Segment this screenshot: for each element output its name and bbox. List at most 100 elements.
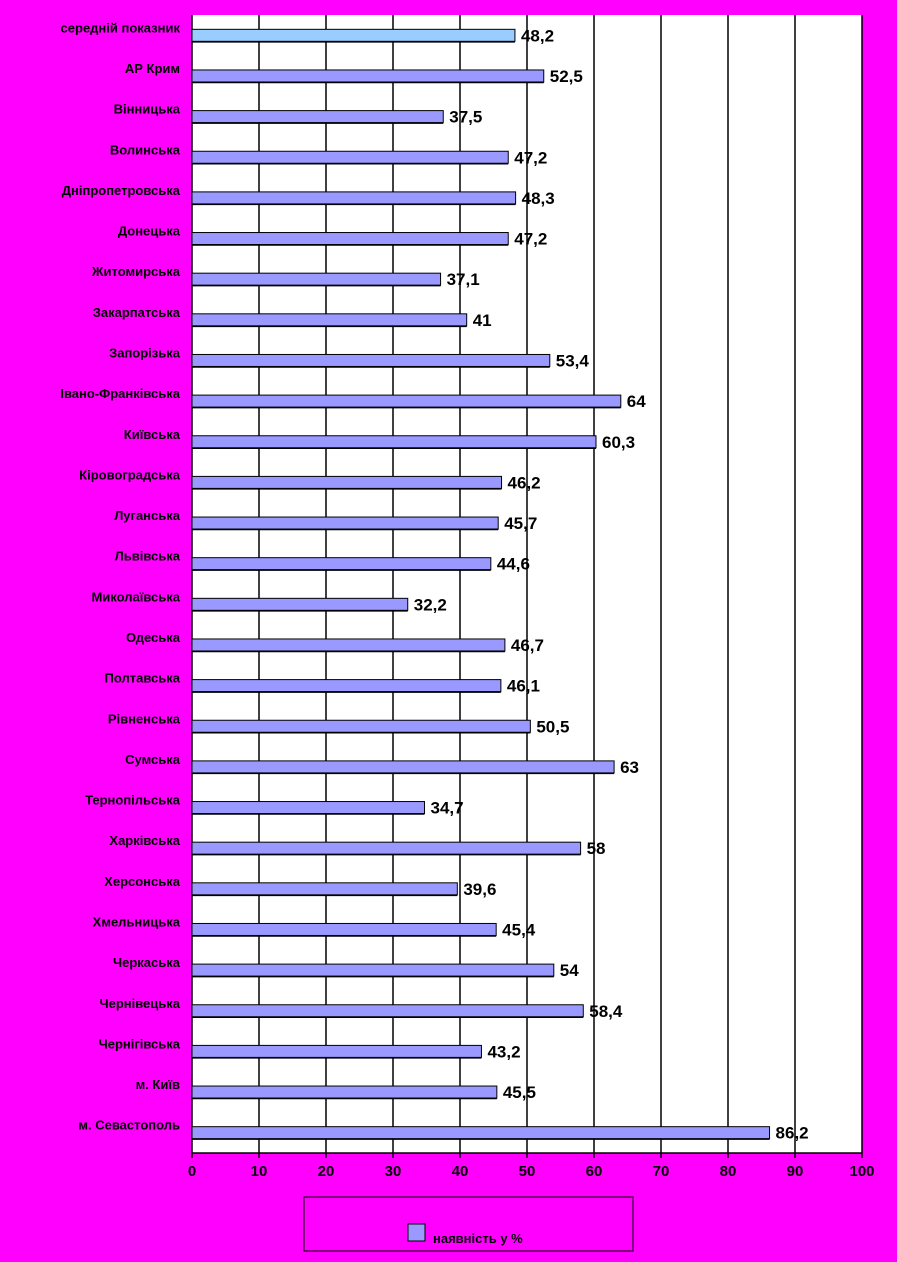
bar [191,272,442,286]
bar [191,435,597,449]
data-label: 53,4 [556,351,590,370]
x-tick-label: 30 [385,1163,402,1180]
category-label: Волинська [110,142,181,157]
bar [191,760,615,774]
bar [191,719,531,733]
bar [191,679,502,693]
data-label: 46,1 [507,677,540,696]
x-tick-label: 90 [787,1163,804,1180]
bar [191,922,497,936]
bar [191,110,444,124]
legend-label: наявність у % [433,1231,523,1246]
bar [191,191,517,205]
bar [191,475,503,489]
data-label: 41 [473,311,492,330]
data-label: 34,7 [430,799,463,818]
x-tick-label: 50 [519,1163,536,1180]
x-tick-label: 60 [586,1163,603,1180]
category-label: Донецька [118,224,181,239]
data-label: 37,1 [447,270,480,289]
bar [191,1044,482,1058]
x-tick-label: 70 [653,1163,670,1180]
bar [191,638,506,652]
category-label: Запорізька [109,345,181,360]
category-label: Луганська [114,508,181,523]
bar [191,232,509,246]
data-label: 43,2 [487,1042,520,1061]
bar [191,963,555,977]
x-tick-label: 100 [849,1163,874,1180]
category-label: АР Крим [125,61,180,76]
data-label: 47,2 [514,148,547,167]
x-tick-label: 20 [318,1163,335,1180]
category-label: Одеська [126,630,181,645]
category-label: Кіровоградська [79,467,181,482]
bar [191,597,409,611]
category-label: Черкаська [113,955,181,970]
data-label: 46,2 [508,473,541,492]
category-label: Івано-Франківська [60,386,180,401]
bar [191,1004,584,1018]
data-label: 32,2 [414,595,447,614]
bar [191,801,425,815]
data-label: 52,5 [550,67,583,86]
data-label: 60,3 [602,433,635,452]
category-label: Рівненська [108,711,181,726]
data-label: 58 [587,839,606,858]
category-label: м. Київ [136,1077,180,1092]
data-label: 86,2 [776,1124,809,1143]
data-label: 64 [627,392,646,411]
category-label: Чернівецька [99,996,180,1011]
category-label: Чернігівська [99,1036,181,1051]
category-label: середній показник [61,20,181,35]
x-tick-label: 40 [452,1163,469,1180]
data-label: 44,6 [497,555,530,574]
data-label: 58,4 [589,1002,623,1021]
category-label: м. Севастополь [78,1118,180,1133]
data-label: 45,4 [502,920,536,939]
data-label: 37,5 [449,108,482,127]
data-label: 47,2 [514,230,547,249]
data-label: 48,2 [521,26,554,45]
data-label: 54 [560,961,579,980]
data-label: 45,7 [504,514,537,533]
category-label: Херсонська [104,874,181,889]
category-label: Вінницька [114,102,181,117]
category-label: Львівська [115,549,181,564]
category-label: Житомирська [91,264,181,279]
bar [191,150,509,164]
category-label: Полтавська [105,671,181,686]
legend-box [303,1196,634,1252]
category-label: Тернопільська [85,793,181,808]
bar [191,394,622,408]
x-tick-label: 0 [188,1163,196,1180]
x-tick-label: 80 [720,1163,737,1180]
legend-swatch [407,1223,426,1242]
data-label: 50,5 [536,717,569,736]
bar [191,28,516,42]
data-label: 48,3 [522,189,555,208]
bar [191,841,582,855]
category-label: Київська [124,427,181,442]
category-label: Хмельницька [93,914,181,929]
bar [191,882,458,896]
bar [191,69,545,83]
data-label: 63 [620,758,639,777]
bar [191,1126,771,1140]
data-label: 39,6 [463,880,496,899]
bar [191,557,492,571]
bar [191,313,468,327]
bar [191,1085,498,1099]
category-label: Миколаївська [91,589,180,604]
bar [191,353,551,367]
bar [191,516,499,530]
category-label: Сумська [125,752,181,767]
data-label: 46,7 [511,636,544,655]
category-label: Харківська [109,833,180,848]
data-label: 45,5 [503,1083,536,1102]
category-label: Закарпатська [93,305,181,320]
category-label: Дніпропетровська [62,183,181,198]
x-tick-label: 10 [251,1163,268,1180]
